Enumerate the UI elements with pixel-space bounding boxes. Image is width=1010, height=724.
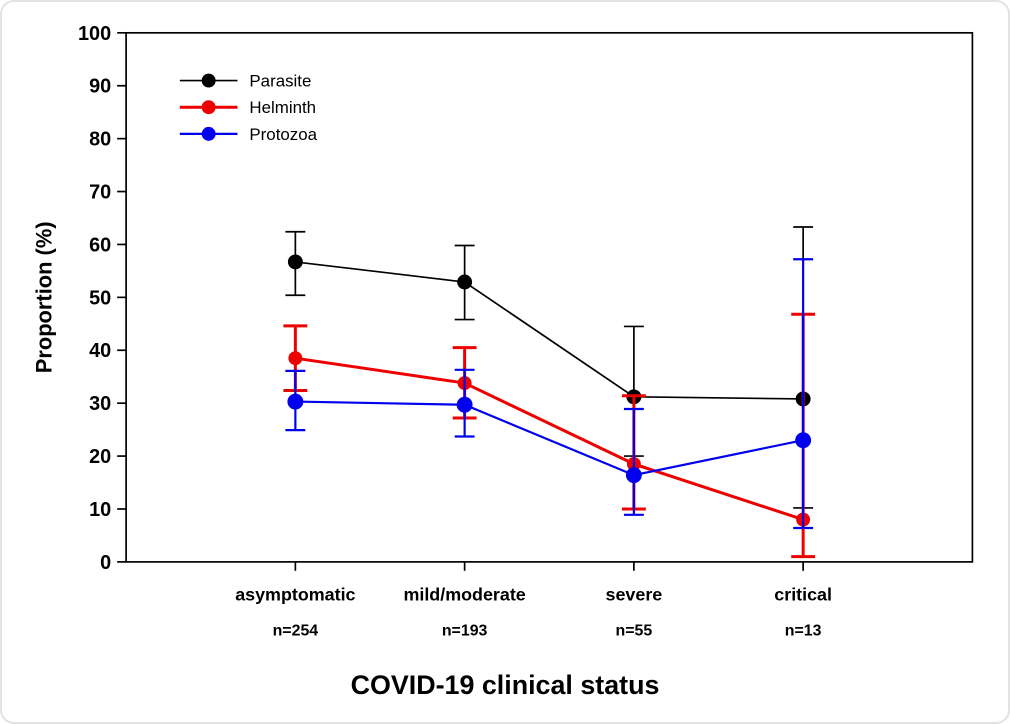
x-count-label: n=193 [442, 622, 488, 639]
legend-label: Helminth [249, 98, 316, 117]
data-point-marker [288, 351, 303, 366]
x-category-label: critical [774, 585, 832, 605]
y-tick-label: 0 [100, 552, 111, 574]
x-category-label: severe [606, 585, 663, 605]
series-line [295, 261, 804, 400]
y-tick-label: 40 [89, 340, 111, 362]
error-bar [793, 258, 814, 530]
y-tick-label: 90 [89, 76, 111, 98]
y-tick-label: 20 [89, 446, 111, 468]
y-tick-label: 100 [78, 23, 111, 45]
series-protozoa [285, 258, 814, 530]
series-line [295, 400, 804, 477]
x-axis-title-text: COVID-19 clinical status [351, 670, 660, 700]
legend-label: Parasite [249, 72, 311, 91]
y-tick-label: 70 [89, 182, 111, 204]
data-point-marker [795, 432, 812, 449]
legend-marker [201, 73, 216, 88]
error-bar [623, 407, 644, 516]
y-tick-label: 80 [89, 129, 111, 151]
series-helminth [283, 312, 816, 559]
data-point-marker [456, 396, 473, 413]
legend-entry: Helminth [179, 98, 316, 117]
legend-marker [201, 126, 216, 141]
y-tick-label: 50 [89, 287, 111, 309]
legend-entry: Parasite [179, 72, 311, 91]
y-axis-title: Proportion (%) [32, 221, 57, 373]
x-axis: asymptomatic n=254 mild/moderate n=193 sever… [235, 561, 832, 639]
x-count-label: n=254 [273, 622, 319, 639]
series-line [295, 356, 804, 521]
x-count-label: n=55 [616, 622, 653, 639]
legend-entry: Protozoa [179, 125, 318, 144]
y-axis: 0 10 20 30 40 50 60 70 80 90 100 [78, 23, 127, 574]
y-tick-label: 30 [89, 393, 111, 415]
data-point-marker [625, 467, 642, 484]
x-category-label: mild/moderate [403, 585, 525, 605]
legend-label: Protozoa [249, 125, 317, 144]
y-tick-label: 10 [89, 499, 111, 521]
data-point-marker [457, 274, 473, 290]
y-axis-title-text: Proportion (%) [32, 221, 57, 373]
y-tick-label: 60 [89, 234, 111, 256]
legend: Parasite Helminth Protozoa [179, 72, 318, 144]
legend-marker [201, 100, 216, 115]
data-point-marker [287, 393, 304, 410]
data-point-marker [287, 254, 303, 270]
x-category-label: asymptomatic [235, 585, 355, 605]
x-axis-title: COVID-19 clinical status [351, 670, 660, 700]
x-count-label: n=13 [785, 622, 822, 639]
